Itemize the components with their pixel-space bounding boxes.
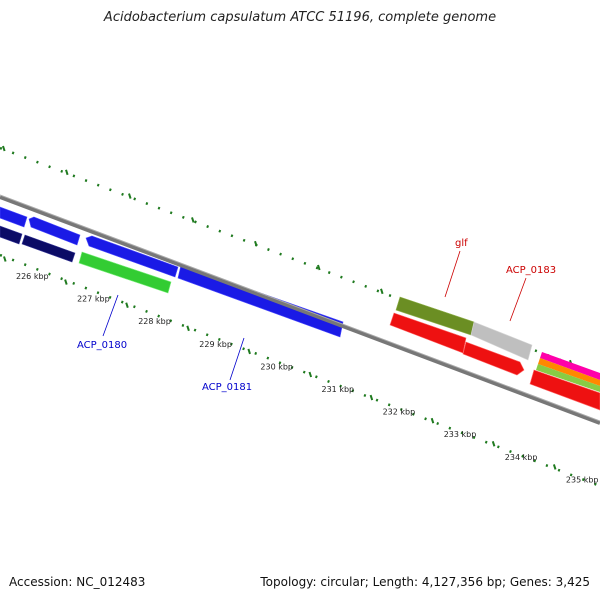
scale-label-7: 233 kbp: [444, 430, 477, 439]
gene-arrow-blue-3: [85, 235, 179, 278]
gene-label-acp0180: ACP_0180: [77, 340, 127, 351]
scale-label-5: 231 kbp: [322, 385, 355, 394]
scale-label-4: 230 kbp: [260, 362, 293, 371]
inner-major-tick: [64, 279, 68, 285]
gene-grey-acp0183: [470, 321, 533, 361]
scale-label-8: 234 kbp: [505, 453, 538, 462]
inner-major-tick: [369, 394, 374, 401]
inner-major-tick: [125, 302, 129, 309]
outer-major-tick: [191, 217, 195, 223]
scale-label-9: 235 kbp: [566, 475, 599, 484]
gene-arrow-blue-1: [0, 206, 28, 228]
gene-label-glf: glf: [455, 238, 468, 249]
reverse-strand-genes: [0, 225, 600, 411]
gene-red-2: [462, 341, 525, 376]
genome-summary-text: Topology: circular; Length: 4,127,356 bp…: [260, 575, 590, 589]
map-title: Acidobacterium capsulatum ATCC 51196, co…: [103, 10, 497, 25]
outer-major-tick: [317, 264, 321, 271]
scale-label-0: 226 kbp: [16, 272, 49, 281]
inner-major-tick: [3, 256, 7, 262]
inner-major-tick: [552, 464, 557, 470]
outer-major-tick: [254, 240, 258, 247]
gene-label-acp0183: ACP_0183: [506, 265, 556, 276]
gene-red-3: [529, 369, 600, 411]
outer-major-tick: [128, 193, 132, 199]
gene-multicolor-stripes: [540, 352, 600, 380]
gene-callouts: ACP_0180 ACP_0181 glf ACP_0183: [77, 238, 556, 393]
accession-text: Accession: NC_012483: [9, 575, 146, 589]
outer-major-tick: [380, 288, 384, 295]
scale-label-2: 228 kbp: [138, 317, 171, 326]
inner-major-tick: [430, 417, 435, 424]
inner-major-tick: [308, 371, 313, 378]
gene-arrow-blue-2: [28, 216, 81, 246]
scale-label-3: 229 kbp: [199, 340, 232, 349]
scale-label-6: 232 kbp: [383, 408, 416, 417]
gene-green-acp0180: [78, 251, 172, 294]
inner-major-tick: [247, 348, 251, 355]
outer-major-tick: [65, 169, 69, 176]
gene-navy-1: [0, 225, 23, 245]
inner-major-ticks: [3, 256, 557, 470]
outer-major-tick: [2, 145, 6, 152]
gene-label-acp0181: ACP_0181: [202, 382, 252, 393]
forward-strand-genes: [0, 206, 600, 392]
gene-navy-2: [21, 234, 76, 263]
inner-major-tick: [491, 440, 496, 447]
inner-major-tick: [186, 325, 190, 332]
gene-arrow-blue-4: [177, 264, 344, 338]
genome-backbone: [0, 194, 600, 425]
scale-labels: 226 kbp 227 kbp 228 kbp 229 kbp 230 kbp 231 k…: [16, 272, 599, 484]
scale-label-1: 227 kbp: [77, 295, 110, 304]
